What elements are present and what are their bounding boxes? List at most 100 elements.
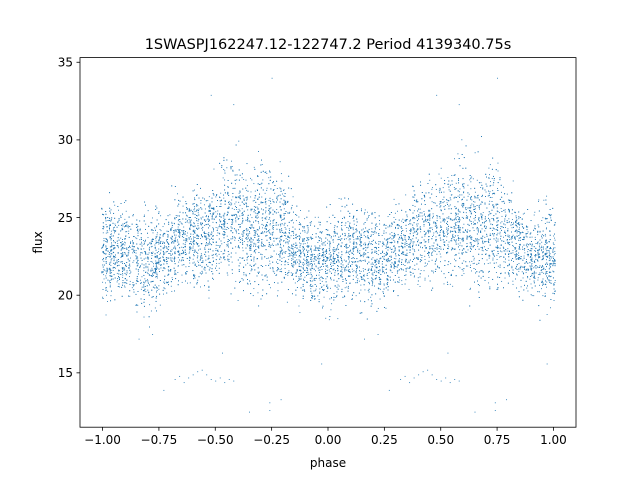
data-point bbox=[297, 281, 298, 283]
data-point bbox=[462, 185, 464, 187]
data-point bbox=[278, 254, 279, 256]
data-point bbox=[158, 259, 160, 261]
data-point bbox=[493, 235, 495, 237]
data-point bbox=[235, 221, 237, 223]
data-point bbox=[139, 267, 141, 269]
data-point bbox=[330, 279, 332, 281]
data-point bbox=[451, 194, 453, 196]
data-point bbox=[513, 261, 514, 262]
data-point bbox=[319, 232, 321, 234]
data-point bbox=[293, 234, 294, 236]
data-point bbox=[306, 259, 308, 261]
data-point bbox=[291, 275, 293, 276]
data-point bbox=[394, 245, 395, 247]
data-point bbox=[291, 247, 293, 249]
data-point bbox=[347, 221, 349, 223]
data-point bbox=[261, 241, 263, 243]
data-point bbox=[399, 258, 401, 260]
data-point bbox=[423, 270, 425, 272]
data-point bbox=[103, 268, 105, 270]
data-point bbox=[477, 243, 479, 245]
data-point bbox=[268, 219, 270, 220]
data-point bbox=[461, 239, 463, 241]
data-point bbox=[272, 231, 274, 233]
data-point bbox=[319, 248, 321, 249]
data-point bbox=[520, 237, 522, 239]
data-point bbox=[512, 245, 514, 247]
data-point bbox=[250, 254, 252, 256]
data-point bbox=[530, 250, 532, 252]
data-point bbox=[428, 236, 430, 238]
data-point bbox=[546, 314, 548, 316]
data-point bbox=[541, 259, 543, 261]
data-point bbox=[338, 197, 340, 199]
data-point bbox=[371, 285, 373, 287]
data-point bbox=[151, 245, 153, 247]
data-point bbox=[343, 216, 345, 218]
data-point bbox=[303, 250, 304, 252]
data-point bbox=[329, 298, 331, 300]
data-point bbox=[287, 247, 289, 249]
data-point bbox=[328, 253, 330, 255]
data-point bbox=[469, 220, 471, 222]
data-point bbox=[550, 271, 552, 273]
data-point bbox=[380, 288, 381, 290]
data-point bbox=[484, 203, 486, 205]
data-point bbox=[279, 187, 281, 189]
data-point bbox=[487, 238, 489, 240]
data-point bbox=[489, 227, 491, 229]
data-point bbox=[178, 251, 180, 253]
data-point bbox=[349, 241, 351, 243]
data-point bbox=[205, 219, 207, 221]
data-point bbox=[133, 289, 135, 291]
data-point bbox=[163, 253, 165, 255]
data-point bbox=[552, 249, 554, 251]
data-point bbox=[418, 228, 420, 230]
data-point bbox=[505, 226, 506, 228]
data-point bbox=[271, 243, 273, 245]
data-point bbox=[300, 251, 302, 253]
data-point bbox=[189, 225, 191, 227]
data-point bbox=[205, 220, 206, 222]
data-point bbox=[397, 261, 399, 263]
data-point bbox=[224, 231, 225, 232]
data-point bbox=[550, 217, 552, 219]
data-point bbox=[158, 251, 160, 253]
data-point bbox=[218, 262, 220, 264]
data-point bbox=[420, 231, 422, 233]
data-point bbox=[356, 209, 358, 211]
data-point bbox=[188, 238, 190, 240]
data-point bbox=[189, 262, 191, 264]
data-point bbox=[143, 316, 145, 318]
data-point bbox=[299, 238, 301, 239]
data-point bbox=[196, 215, 198, 217]
data-point bbox=[499, 231, 501, 233]
data-point bbox=[533, 267, 535, 269]
data-point bbox=[276, 188, 278, 189]
data-point bbox=[390, 259, 392, 261]
points-layer bbox=[101, 77, 556, 413]
data-point bbox=[286, 301, 288, 303]
data-point bbox=[141, 276, 143, 278]
data-point bbox=[145, 223, 147, 225]
data-point bbox=[253, 239, 254, 241]
data-point bbox=[262, 179, 264, 181]
data-point bbox=[114, 226, 116, 228]
data-point bbox=[395, 258, 397, 260]
data-point bbox=[355, 245, 357, 247]
data-point bbox=[227, 186, 229, 188]
data-point bbox=[238, 201, 240, 203]
data-point bbox=[317, 295, 319, 297]
data-point bbox=[239, 195, 241, 196]
data-point bbox=[518, 239, 519, 241]
data-point bbox=[493, 220, 495, 222]
data-point bbox=[288, 233, 290, 235]
data-point bbox=[522, 213, 524, 215]
data-point bbox=[204, 269, 206, 271]
data-point bbox=[261, 242, 263, 244]
data-point bbox=[395, 252, 397, 254]
data-point bbox=[518, 231, 520, 233]
data-point bbox=[298, 221, 300, 223]
data-point bbox=[372, 213, 374, 215]
data-point bbox=[533, 214, 535, 216]
